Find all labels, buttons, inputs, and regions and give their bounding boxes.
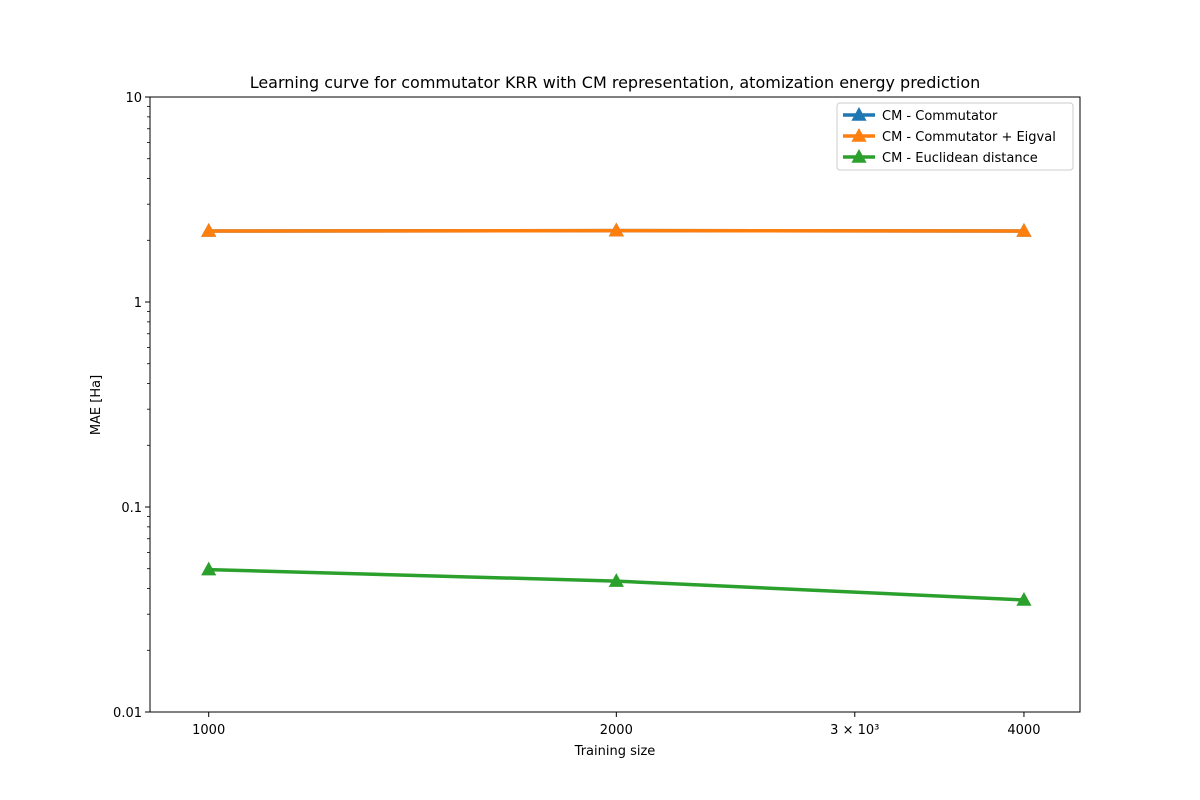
legend-marker [851,149,867,163]
legend: CM - Commutator CM - Commutator + Eigval C… [836,102,1074,171]
series-point-1-2 [1016,222,1032,237]
chart-title: Learning curve for commutator KRR with C… [250,73,981,92]
legend-box [836,102,1074,171]
y-tick-label: 0.1 [121,501,142,516]
legend-marker [851,107,867,121]
y-tick-label: 10 [125,91,142,106]
x-tick-label: 3 × 10³ [830,723,879,738]
legend-entry: CM - Commutator + Eigval [843,128,1056,145]
series-point-2-0 [201,561,217,576]
x-axis-label: Training size [574,744,656,759]
plot-area: 0.01 0.1 1 10 1000 2000 3 × 10³ 4000 [113,91,1081,738]
plot-frame [149,96,1081,713]
x-tick-label: 2000 [600,723,633,738]
series-point-2-2 [1016,591,1032,606]
series-point-2-1 [608,573,624,587]
y-axis-label: MAE [Ha] [89,375,104,435]
legend-entry: CM - Euclidean distance [843,149,1038,166]
legend-entry: CM - Commutator [843,107,998,124]
legend-label: CM - Commutator + Eigval [882,130,1056,145]
legend-label: CM - Commutator [882,109,998,124]
series-point-1-1 [608,222,624,237]
y-tick-label: 0.01 [113,706,142,721]
x-tick-label: 4000 [1007,723,1040,738]
legend-marker [851,128,867,142]
series-point-1-0 [201,222,217,237]
x-tick-label: 1000 [192,723,225,738]
y-tick-label: 1 [134,296,142,311]
legend-label: CM - Euclidean distance [882,151,1038,166]
